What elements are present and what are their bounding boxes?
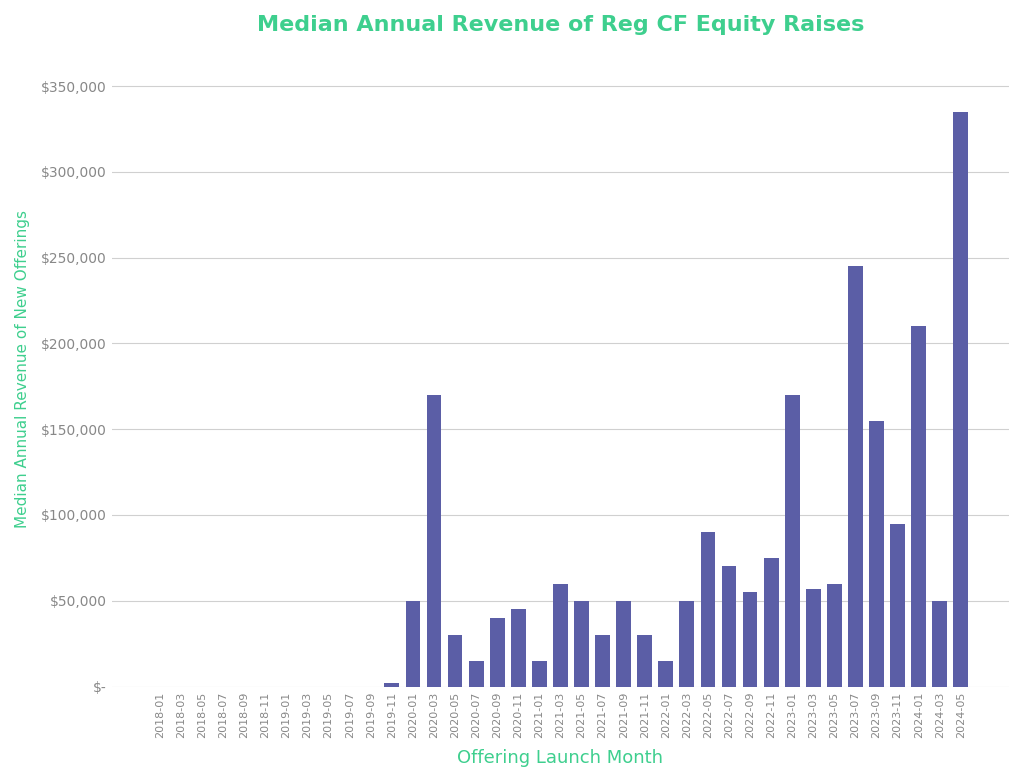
Bar [680,601,694,687]
Bar [574,601,589,687]
Bar [953,112,969,687]
Bar [616,601,631,687]
Bar [637,635,652,687]
Bar [469,661,483,687]
Y-axis label: Median Annual Revenue of New Offerings: Median Annual Revenue of New Offerings [15,210,30,528]
Bar [827,583,842,687]
Bar [911,326,926,687]
Bar [700,532,716,687]
Bar [384,683,399,687]
Bar [447,635,463,687]
Bar [933,601,947,687]
Bar [658,661,673,687]
Bar [722,566,736,687]
Bar [742,592,758,687]
Bar [890,524,905,687]
Bar [532,661,547,687]
Bar [489,618,505,687]
X-axis label: Offering Launch Month: Offering Launch Month [458,749,664,767]
Bar [595,635,610,687]
Bar [406,601,420,687]
Title: Median Annual Revenue of Reg CF Equity Raises: Median Annual Revenue of Reg CF Equity R… [257,15,864,35]
Bar [511,609,525,687]
Bar [848,266,863,687]
Bar [806,589,820,687]
Bar [553,583,567,687]
Bar [427,395,441,687]
Bar [869,421,884,687]
Bar [764,558,778,687]
Bar [784,395,800,687]
